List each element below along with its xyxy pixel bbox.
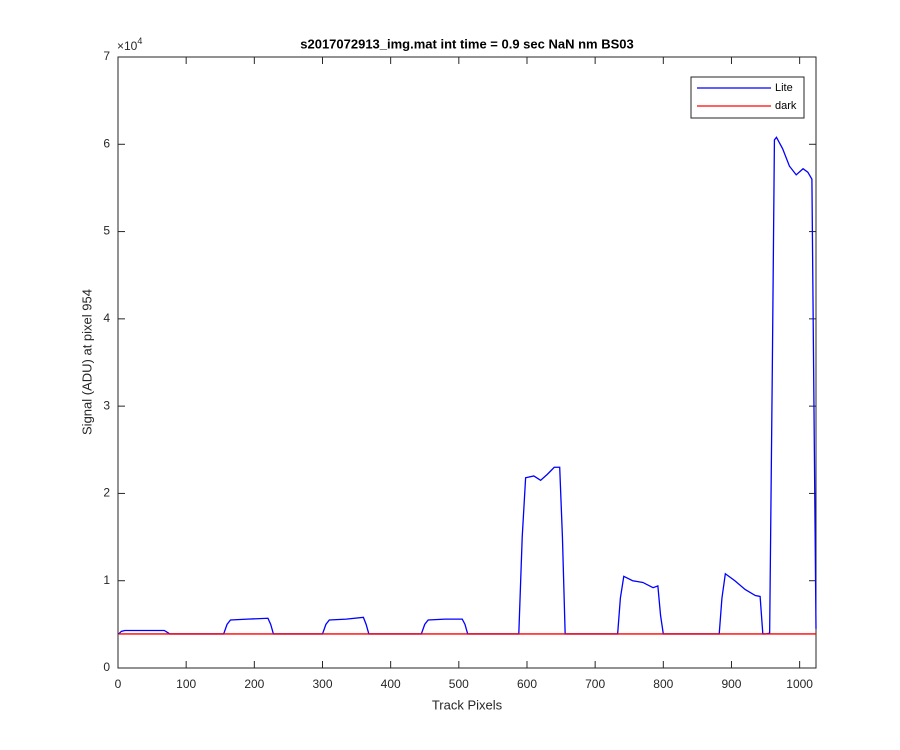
x-tick-label: 300 bbox=[312, 677, 332, 691]
y-tick-label: 1 bbox=[103, 573, 110, 587]
y-tick-label: 2 bbox=[103, 486, 110, 500]
y-axis-label: Signal (ADU) at pixel 954 bbox=[79, 289, 94, 435]
plot-area bbox=[117, 56, 817, 669]
x-tick-label: 1000 bbox=[786, 677, 813, 691]
chart-title: s2017072913_img.mat int time = 0.9 sec N… bbox=[300, 36, 634, 51]
y-multiplier: ×104 bbox=[117, 36, 142, 53]
x-tick-label: 900 bbox=[721, 677, 741, 691]
y-tick-label: 6 bbox=[103, 136, 110, 150]
y-tick-label: 7 bbox=[103, 49, 110, 63]
x-tick-label: 200 bbox=[244, 677, 264, 691]
x-axis-label: Track Pixels bbox=[432, 697, 503, 712]
y-multiplier-base: ×10 bbox=[117, 39, 138, 53]
legend-label: Lite bbox=[775, 82, 793, 94]
legend: Lite dark bbox=[690, 76, 805, 119]
x-tick-label: 0 bbox=[115, 677, 122, 691]
y-tick-label: 3 bbox=[103, 398, 110, 412]
legend-label: dark bbox=[775, 100, 797, 112]
y-tick-label: 0 bbox=[103, 660, 110, 674]
x-tick-label: 100 bbox=[176, 677, 196, 691]
x-tick-label: 400 bbox=[381, 677, 401, 691]
y-tick-label: 5 bbox=[103, 224, 110, 238]
x-tick-label: 600 bbox=[517, 677, 537, 691]
x-tick-label: 500 bbox=[449, 677, 469, 691]
y-tick-label: 4 bbox=[103, 311, 110, 325]
x-tick-label: 800 bbox=[653, 677, 673, 691]
y-multiplier-exponent: 4 bbox=[137, 36, 142, 46]
legend-box bbox=[690, 76, 805, 119]
x-tick-label: 700 bbox=[585, 677, 605, 691]
